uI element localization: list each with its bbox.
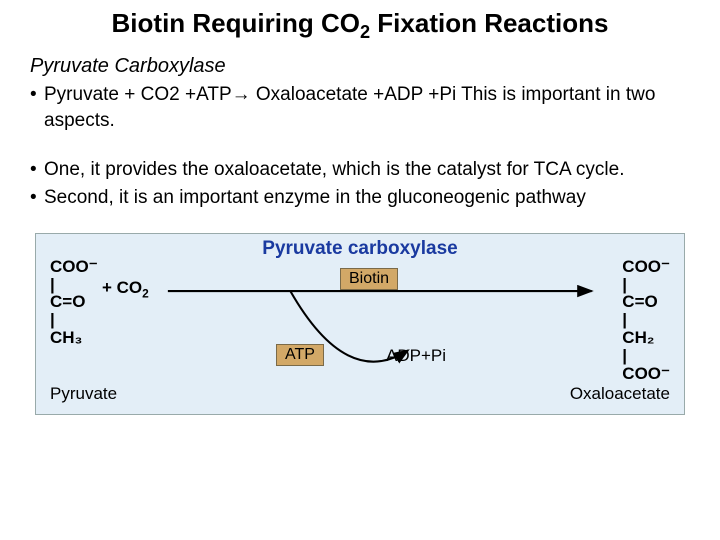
oxaloacetate-label: Oxaloacetate: [570, 384, 670, 404]
pyruvate-structure: COO⁻ | C=O | CH₃: [50, 258, 98, 347]
biotin-tag: Biotin: [340, 268, 398, 290]
page-title: Biotin Requiring CO2 Fixation Reactions: [20, 8, 700, 43]
pyruvate-label: Pyruvate: [50, 384, 117, 404]
atp-tag: ATP: [276, 344, 324, 366]
plus-co2: + CO2: [102, 278, 149, 300]
bullet-item: Pyruvate + CO2 +ATP→ Oxaloacetate +ADP +…: [30, 82, 700, 133]
bullet-list: Pyruvate + CO2 +ATP→ Oxaloacetate +ADP +…: [30, 82, 700, 211]
bullet-item: One, it provides the oxaloacetate, which…: [30, 157, 700, 183]
enzyme-subtitle: Pyruvate Carboxylase: [30, 55, 700, 78]
diagram-title: Pyruvate carboxylase: [36, 238, 684, 260]
oxaloacetate-structure: COO⁻ | C=O | CH₂ | COO⁻: [622, 258, 670, 383]
bullet-item: Second, it is an important enzyme in the…: [30, 185, 700, 211]
reaction-diagram: Pyruvate carboxylase COO⁻ | C=O | CH₃ + …: [35, 233, 685, 415]
adp-pi-label: ADP+Pi: [386, 346, 446, 366]
